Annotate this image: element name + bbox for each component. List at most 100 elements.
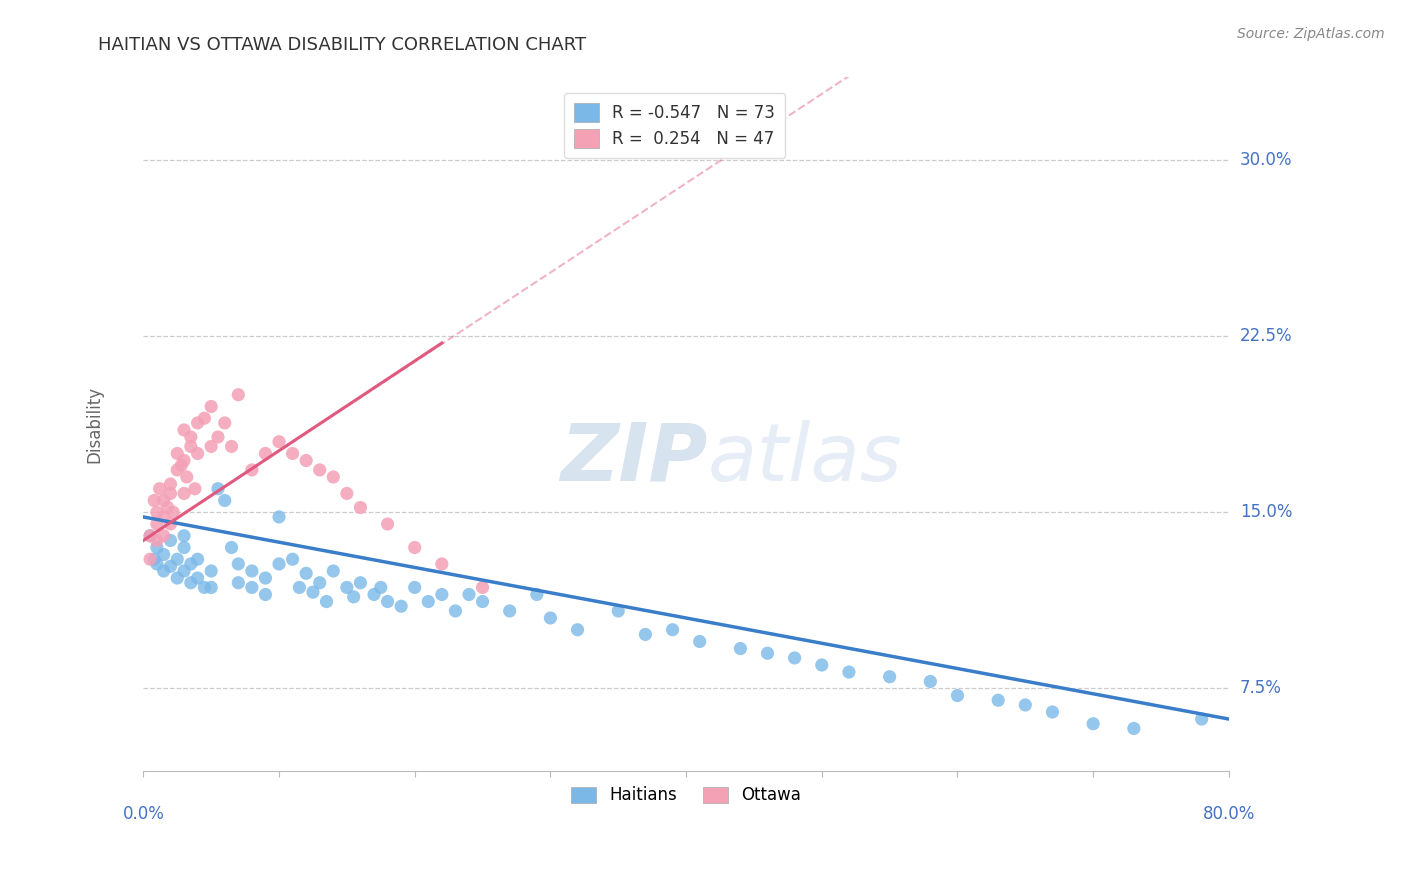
Point bbox=[193, 411, 215, 425]
Point bbox=[207, 482, 229, 496]
Point bbox=[226, 388, 249, 402]
Point bbox=[159, 533, 181, 548]
Point bbox=[295, 453, 318, 467]
Text: 0.0%: 0.0% bbox=[122, 805, 165, 823]
Point bbox=[308, 463, 330, 477]
Text: HAITIAN VS OTTAWA DISABILITY CORRELATION CHART: HAITIAN VS OTTAWA DISABILITY CORRELATION… bbox=[98, 36, 586, 54]
Point bbox=[1014, 698, 1036, 712]
Point bbox=[193, 581, 215, 595]
Point bbox=[166, 463, 188, 477]
Point bbox=[162, 505, 184, 519]
Point bbox=[838, 665, 860, 679]
Point bbox=[173, 453, 195, 467]
Point bbox=[343, 590, 366, 604]
Point bbox=[139, 529, 162, 543]
Point bbox=[200, 400, 222, 414]
Point bbox=[267, 557, 290, 571]
Point bbox=[146, 505, 169, 519]
Point bbox=[430, 587, 453, 601]
Point bbox=[254, 446, 277, 460]
Point bbox=[377, 516, 399, 531]
Point bbox=[920, 674, 942, 689]
Point bbox=[810, 658, 832, 673]
Point bbox=[1042, 705, 1064, 719]
Point bbox=[526, 587, 548, 601]
Point bbox=[187, 416, 209, 430]
Point bbox=[173, 423, 195, 437]
Point bbox=[152, 529, 174, 543]
Point bbox=[226, 557, 249, 571]
Point bbox=[146, 541, 169, 555]
Point bbox=[322, 564, 344, 578]
Point bbox=[180, 557, 202, 571]
Point bbox=[180, 439, 202, 453]
Point bbox=[159, 477, 181, 491]
Legend: Haitians, Ottawa: Haitians, Ottawa bbox=[565, 780, 807, 811]
Point bbox=[152, 548, 174, 562]
Point bbox=[689, 634, 711, 648]
Text: ZIP: ZIP bbox=[561, 420, 707, 498]
Point bbox=[187, 552, 209, 566]
Point bbox=[879, 670, 901, 684]
Point bbox=[200, 439, 222, 453]
Point bbox=[152, 564, 174, 578]
Point bbox=[139, 529, 162, 543]
Point bbox=[538, 611, 561, 625]
Point bbox=[226, 575, 249, 590]
Point bbox=[207, 430, 229, 444]
Point bbox=[184, 482, 207, 496]
Point bbox=[458, 587, 481, 601]
Point bbox=[987, 693, 1010, 707]
Point bbox=[430, 557, 453, 571]
Point bbox=[315, 594, 337, 608]
Point bbox=[607, 604, 630, 618]
Point bbox=[159, 516, 181, 531]
Point bbox=[499, 604, 522, 618]
Point bbox=[267, 434, 290, 449]
Point bbox=[170, 458, 193, 473]
Point bbox=[302, 585, 325, 599]
Text: 80.0%: 80.0% bbox=[1202, 805, 1256, 823]
Point bbox=[308, 575, 330, 590]
Text: 22.5%: 22.5% bbox=[1240, 327, 1292, 345]
Point bbox=[471, 581, 494, 595]
Text: Source: ZipAtlas.com: Source: ZipAtlas.com bbox=[1237, 27, 1385, 41]
Point bbox=[756, 646, 779, 660]
Text: 30.0%: 30.0% bbox=[1240, 151, 1292, 169]
Point bbox=[214, 416, 236, 430]
Point bbox=[288, 581, 311, 595]
Point bbox=[143, 552, 166, 566]
Point bbox=[176, 470, 198, 484]
Point bbox=[281, 446, 304, 460]
Point bbox=[139, 552, 162, 566]
Point bbox=[200, 581, 222, 595]
Point bbox=[661, 623, 683, 637]
Point bbox=[1081, 716, 1104, 731]
Point bbox=[166, 571, 188, 585]
Point bbox=[377, 594, 399, 608]
Point bbox=[187, 571, 209, 585]
Point bbox=[322, 470, 344, 484]
Point bbox=[389, 599, 412, 614]
Point bbox=[240, 581, 263, 595]
Text: atlas: atlas bbox=[707, 420, 903, 498]
Point bbox=[336, 486, 359, 500]
Point bbox=[159, 559, 181, 574]
Point bbox=[200, 564, 222, 578]
Point bbox=[166, 552, 188, 566]
Point bbox=[349, 500, 371, 515]
Point bbox=[221, 439, 243, 453]
Point bbox=[146, 516, 169, 531]
Point bbox=[149, 482, 172, 496]
Text: Disability: Disability bbox=[86, 385, 104, 463]
Point bbox=[444, 604, 467, 618]
Point bbox=[180, 430, 202, 444]
Point bbox=[349, 575, 371, 590]
Point bbox=[187, 446, 209, 460]
Point bbox=[1191, 712, 1213, 726]
Point bbox=[946, 689, 969, 703]
Point bbox=[173, 529, 195, 543]
Text: 7.5%: 7.5% bbox=[1240, 680, 1282, 698]
Point bbox=[281, 552, 304, 566]
Point bbox=[240, 463, 263, 477]
